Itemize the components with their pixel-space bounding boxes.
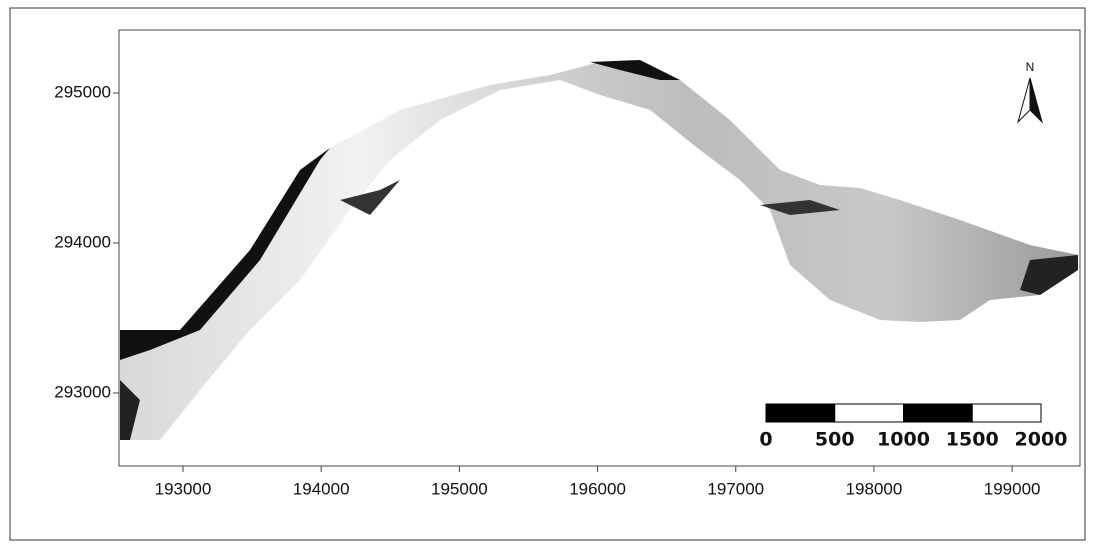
scale-bar: 0 500 1000 1500 2000 — [759, 403, 1068, 451]
shade — [120, 380, 140, 440]
scale-segment — [971, 403, 1042, 423]
outer-frame — [9, 7, 1086, 541]
scale-label: 2000 — [1015, 429, 1068, 451]
scale-segment — [903, 403, 973, 423]
y-tick-label: 293000 — [54, 382, 111, 401]
arrow-left — [1017, 77, 1031, 124]
scale-label: 500 — [815, 429, 855, 451]
valley — [120, 60, 1078, 440]
x-tick-label: 199000 — [984, 479, 1041, 498]
shade — [340, 180, 400, 215]
x-tick-label: 198000 — [846, 479, 903, 498]
dark-edge — [1020, 255, 1078, 295]
terrain — [120, 60, 1078, 440]
map-frame — [118, 29, 1081, 467]
north-arrow: N — [1017, 60, 1043, 124]
x-tick-label: 195000 — [431, 479, 488, 498]
scale-label: 1000 — [877, 429, 930, 451]
arrow-right — [1029, 77, 1043, 124]
x-tick-label: 196000 — [569, 479, 626, 498]
dark-edge — [590, 60, 680, 80]
north-label: N — [1026, 60, 1035, 74]
scale-segment — [834, 403, 904, 423]
scale-label: 0 — [759, 429, 772, 451]
scale-label: 1500 — [946, 429, 999, 451]
x-tick-label: 194000 — [293, 479, 350, 498]
x-tick-label: 193000 — [155, 479, 212, 498]
scale-segment — [765, 403, 836, 423]
y-tick-label: 294000 — [54, 232, 111, 251]
dark-edge — [120, 148, 330, 360]
x-tick-label: 197000 — [707, 479, 764, 498]
y-tick-label: 295000 — [54, 82, 111, 101]
shade — [760, 200, 840, 215]
